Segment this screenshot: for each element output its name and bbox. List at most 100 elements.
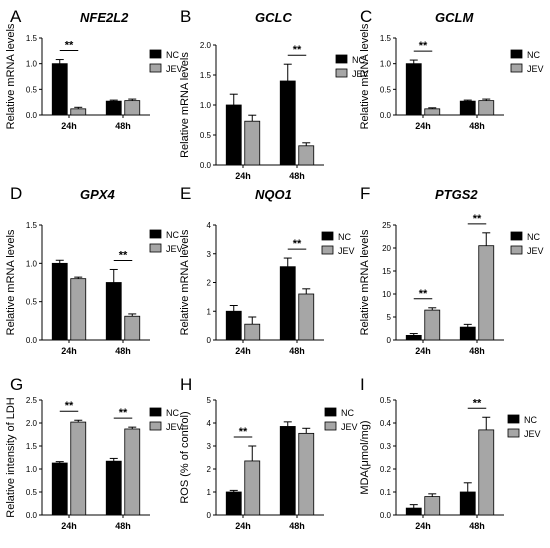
bar-jev <box>424 309 441 341</box>
y-tick-label: 0.5 <box>26 85 38 94</box>
x-tick-label: 24h <box>415 521 431 531</box>
bar-jev <box>424 496 441 516</box>
y-tick-label: 2 <box>207 279 212 288</box>
y-tick-label: 1.5 <box>200 71 212 80</box>
bar-jev <box>124 428 141 516</box>
y-tick-label: 10 <box>382 290 391 299</box>
significance-label: ** <box>293 238 302 250</box>
bar-nc <box>105 460 122 516</box>
y-axis-label: MDA(μmol/mg) <box>359 420 371 494</box>
y-tick-label: 0.4 <box>380 419 392 428</box>
chart-panel-i: I 0.0 0.1 0.2 0.3 0.4 0.5 MDA(μmol/mg) 24h 48h ** N… <box>359 375 541 531</box>
bar-nc <box>279 266 296 341</box>
y-axis-label: Relative mRNA levels <box>179 229 191 335</box>
legend-label-jev: JEV <box>352 69 369 79</box>
legend-label-nc: NC <box>166 408 179 418</box>
bar-jev <box>478 245 495 341</box>
chart-panel-g: G 0.0 0.5 1.0 1.5 2.0 2.5 Relative intensity of… <box>5 375 183 531</box>
panel-letter: C <box>360 7 372 26</box>
significance-label: ** <box>65 40 74 52</box>
bar-jev <box>70 421 87 516</box>
y-tick-label: 0.0 <box>26 111 38 120</box>
bar-nc <box>405 334 422 341</box>
y-tick-label: 0.0 <box>380 111 392 120</box>
chart-title: GPX4 <box>80 187 115 202</box>
bar-nc <box>51 462 68 516</box>
y-axis-label: Relative mRNA levels <box>359 229 371 335</box>
x-tick-label: 24h <box>415 346 431 356</box>
bar-jev <box>244 460 261 516</box>
chart-title: PTGS2 <box>435 187 478 202</box>
legend-label-jev: JEV <box>166 64 183 74</box>
legend-swatch-jev <box>507 428 520 438</box>
legend-label-nc: NC <box>166 230 179 240</box>
y-axis-label: Relative mRNA levels <box>179 52 191 158</box>
bar-jev <box>424 108 441 116</box>
bar-jev <box>70 278 87 341</box>
bar-jev <box>244 323 261 341</box>
legend-swatch-jev <box>149 421 162 431</box>
panel-letter: G <box>10 375 23 394</box>
y-tick-label: 0.0 <box>26 511 38 520</box>
chart-title: NQO1 <box>255 187 292 202</box>
y-tick-label: 0.0 <box>200 161 212 170</box>
y-tick-label: 3 <box>207 250 212 259</box>
bar-jev <box>298 293 315 341</box>
legend-label-nc: NC <box>527 232 540 242</box>
significance-label: ** <box>473 397 482 409</box>
x-tick-label: 48h <box>289 521 305 531</box>
bar-nc <box>105 282 122 341</box>
significance-label: ** <box>65 400 74 412</box>
legend-label-jev: JEV <box>527 64 544 74</box>
legend-swatch-nc <box>149 229 162 239</box>
significance-label: ** <box>473 213 482 225</box>
chart-title: GCLC <box>255 10 292 25</box>
legend-swatch-jev <box>324 421 337 431</box>
x-tick-label: 48h <box>469 121 485 131</box>
y-tick-label: 1.0 <box>380 60 392 69</box>
legend-label-nc: NC <box>527 50 540 60</box>
y-tick-label: 0.3 <box>380 442 392 451</box>
x-tick-label: 48h <box>115 346 131 356</box>
bar-nc <box>225 491 242 516</box>
legend-label-jev: JEV <box>166 422 183 432</box>
legend-label-jev: JEV <box>166 244 183 254</box>
bar-nc <box>225 104 242 166</box>
bar-nc <box>105 100 122 116</box>
y-axis-label: ROS (% of control) <box>179 411 191 503</box>
y-tick-label: 0.0 <box>26 336 38 345</box>
y-tick-label: 0.1 <box>380 488 392 497</box>
y-tick-label: 4 <box>207 221 212 230</box>
bar-jev <box>124 315 141 341</box>
bar-nc <box>405 63 422 116</box>
y-tick-label: 25 <box>382 221 391 230</box>
y-tick-label: 2 <box>207 465 212 474</box>
legend-swatch-nc <box>324 407 337 417</box>
chart-title: NFE2L2 <box>80 10 129 25</box>
legend-swatch-jev <box>321 245 334 255</box>
y-tick-label: 0.5 <box>380 85 392 94</box>
legend-swatch-nc <box>149 49 162 59</box>
y-axis-label: Relative intensity of LDH <box>5 397 17 517</box>
legend-label-nc: NC <box>166 50 179 60</box>
legend-swatch-jev <box>335 68 348 78</box>
bar-jev <box>478 429 495 516</box>
chart-title: GCLM <box>435 10 474 25</box>
panel-letter: B <box>180 7 191 26</box>
significance-label: ** <box>293 44 302 56</box>
bar-nc <box>459 491 476 516</box>
bar-nc <box>459 100 476 116</box>
legend-label-nc: NC <box>352 55 365 65</box>
x-tick-label: 48h <box>115 121 131 131</box>
y-tick-label: 4 <box>207 419 212 428</box>
y-tick-label: 2.5 <box>26 396 38 405</box>
legend-swatch-jev <box>510 245 523 255</box>
y-tick-label: 1.0 <box>26 60 38 69</box>
legend-swatch-nc <box>149 407 162 417</box>
y-tick-label: 1.5 <box>380 34 392 43</box>
bar-nc <box>51 63 68 116</box>
y-tick-label: 0.5 <box>26 488 38 497</box>
chart-panel-h: H 0 1 2 3 4 5 ROS (% of control) 24h ** 48h NC JEV <box>179 375 358 531</box>
y-axis-label: Relative mRNA levels <box>5 23 17 129</box>
